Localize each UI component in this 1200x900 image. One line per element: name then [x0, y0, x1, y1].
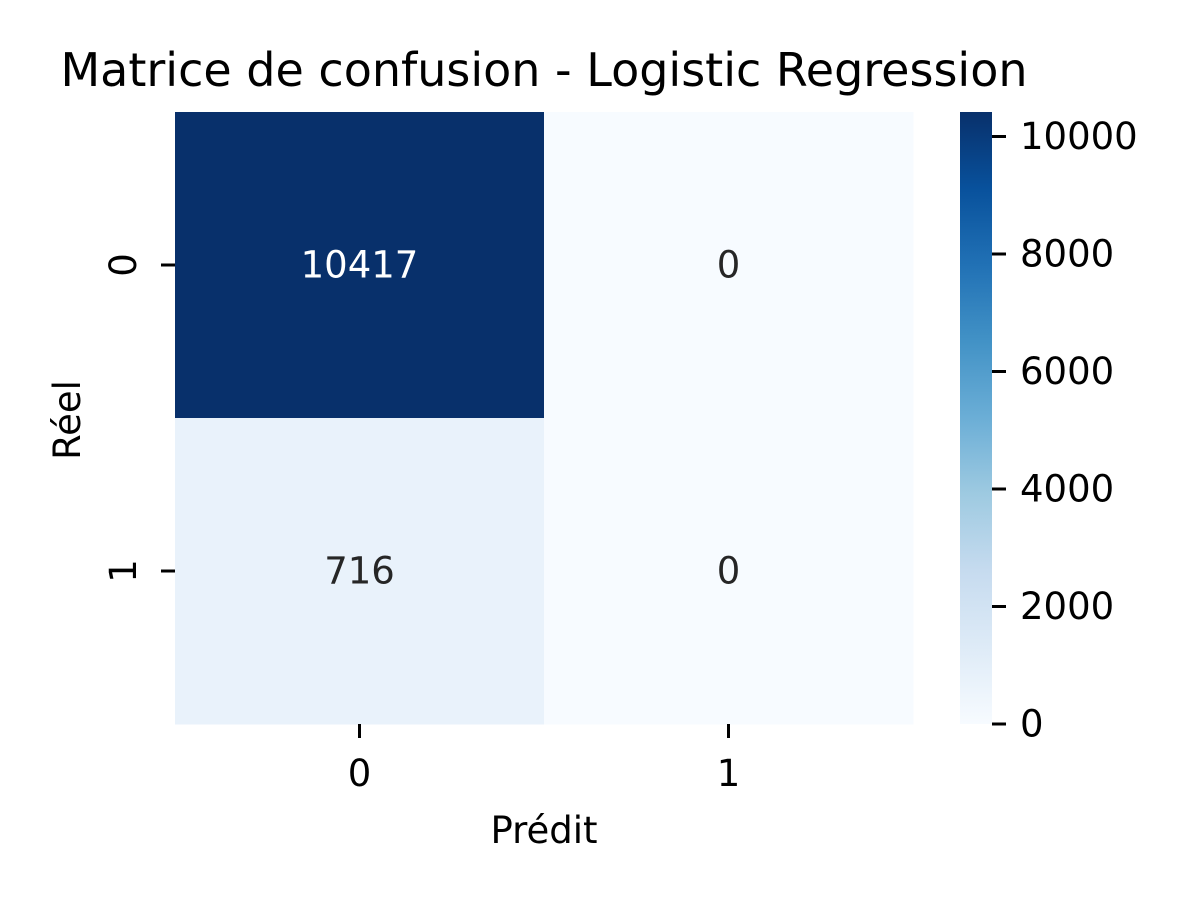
heatmap-cell-0-1 — [544, 112, 914, 419]
colorbar-tick-label: 2000 — [1020, 585, 1114, 628]
y-axis-ticks: 01 — [102, 253, 175, 583]
heatmap-cell-0-0 — [175, 112, 545, 419]
heatmap-cells — [175, 112, 914, 725]
heatmap-annotations: 10417 0 716 0 — [301, 244, 741, 593]
heatmap-cell-1-0 — [175, 418, 545, 725]
y-tick-label: 0 — [102, 253, 145, 277]
cell-annotation-1-0: 716 — [324, 550, 395, 593]
x-tick-label: 1 — [717, 752, 741, 795]
colorbar-ticks: 0 2000 4000 6000 8000 10000 — [992, 115, 1138, 746]
cell-annotation-0-1: 0 — [717, 244, 741, 287]
x-tick-label: 0 — [348, 752, 372, 795]
cell-annotation-1-1: 0 — [717, 550, 741, 593]
cell-annotation-0-0: 10417 — [301, 244, 419, 287]
x-axis-label: Prédit — [490, 809, 597, 852]
colorbar-tick-label: 0 — [1020, 703, 1044, 746]
colorbar-tick-label: 10000 — [1020, 115, 1138, 158]
colorbar-tick-label: 8000 — [1020, 232, 1114, 275]
chart-title: Matrice de confusion - Logistic Regressi… — [60, 43, 1027, 97]
colorbar — [960, 112, 992, 724]
colorbar-tick-label: 4000 — [1020, 467, 1114, 510]
heatmap-cell-1-1 — [544, 418, 914, 725]
y-tick-label: 1 — [102, 559, 145, 583]
y-axis-label: Réel — [46, 380, 89, 460]
colorbar-tick-label: 6000 — [1020, 350, 1114, 393]
